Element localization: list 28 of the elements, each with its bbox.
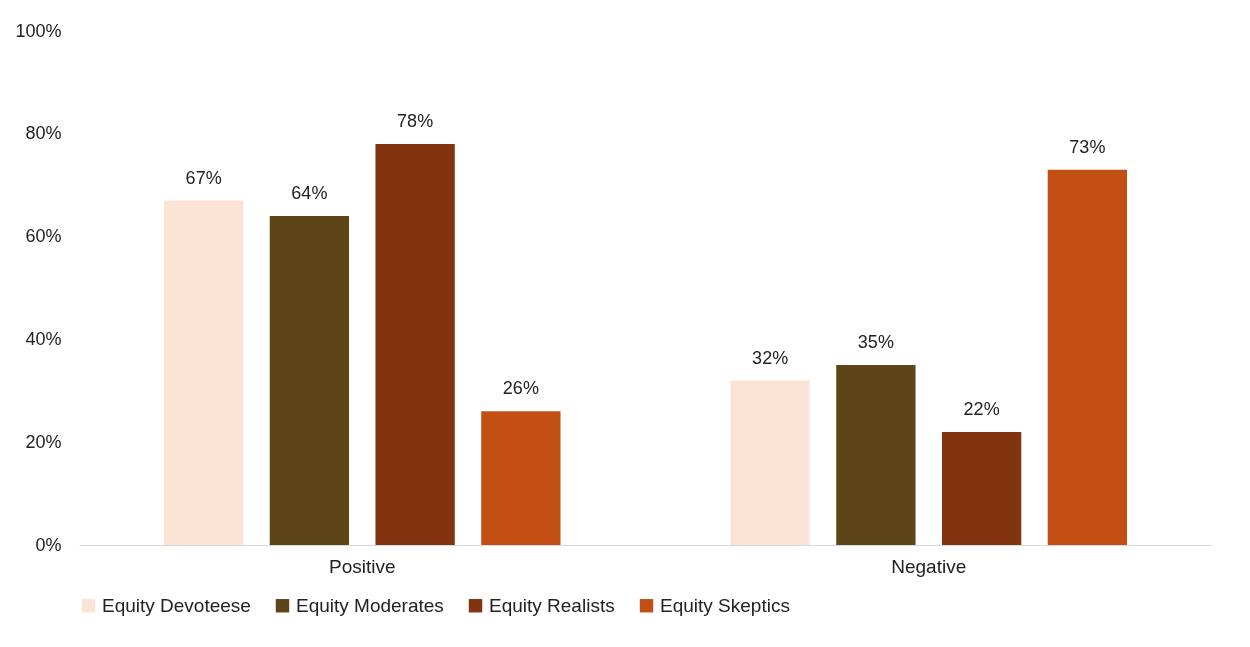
bar — [941, 431, 1022, 545]
legend-label: Equity Realists — [489, 594, 615, 616]
text: 35% — [857, 332, 894, 353]
y-tick-label: 40% — [25, 328, 62, 349]
y-tick-label: 60% — [25, 226, 62, 247]
x-tick-label: Positive — [328, 555, 396, 577]
bar — [269, 216, 350, 545]
text: 26% — [502, 378, 539, 399]
y-tick-label: 20% — [25, 431, 62, 452]
y-tick-label: 0% — [35, 534, 62, 555]
bar — [1047, 169, 1128, 545]
legend-label: Equity Devoteese — [102, 594, 251, 616]
bar — [375, 144, 455, 545]
text: 78% — [397, 111, 434, 132]
text: 73% — [1069, 136, 1106, 157]
bar — [836, 365, 916, 545]
y-tick-label: 80% — [25, 123, 62, 144]
bar — [730, 380, 810, 545]
text: 67% — [185, 167, 222, 188]
y-tick-label: 100% — [15, 20, 62, 41]
text: 22% — [963, 398, 1000, 419]
text: 32% — [752, 347, 789, 368]
x-tick-label: Negative — [891, 555, 967, 577]
bar — [481, 411, 561, 545]
bar — [163, 200, 244, 545]
text: 64% — [291, 183, 328, 204]
legend-label: Equity Moderates — [296, 594, 444, 616]
legend-label: Equity Skeptics — [660, 594, 790, 616]
